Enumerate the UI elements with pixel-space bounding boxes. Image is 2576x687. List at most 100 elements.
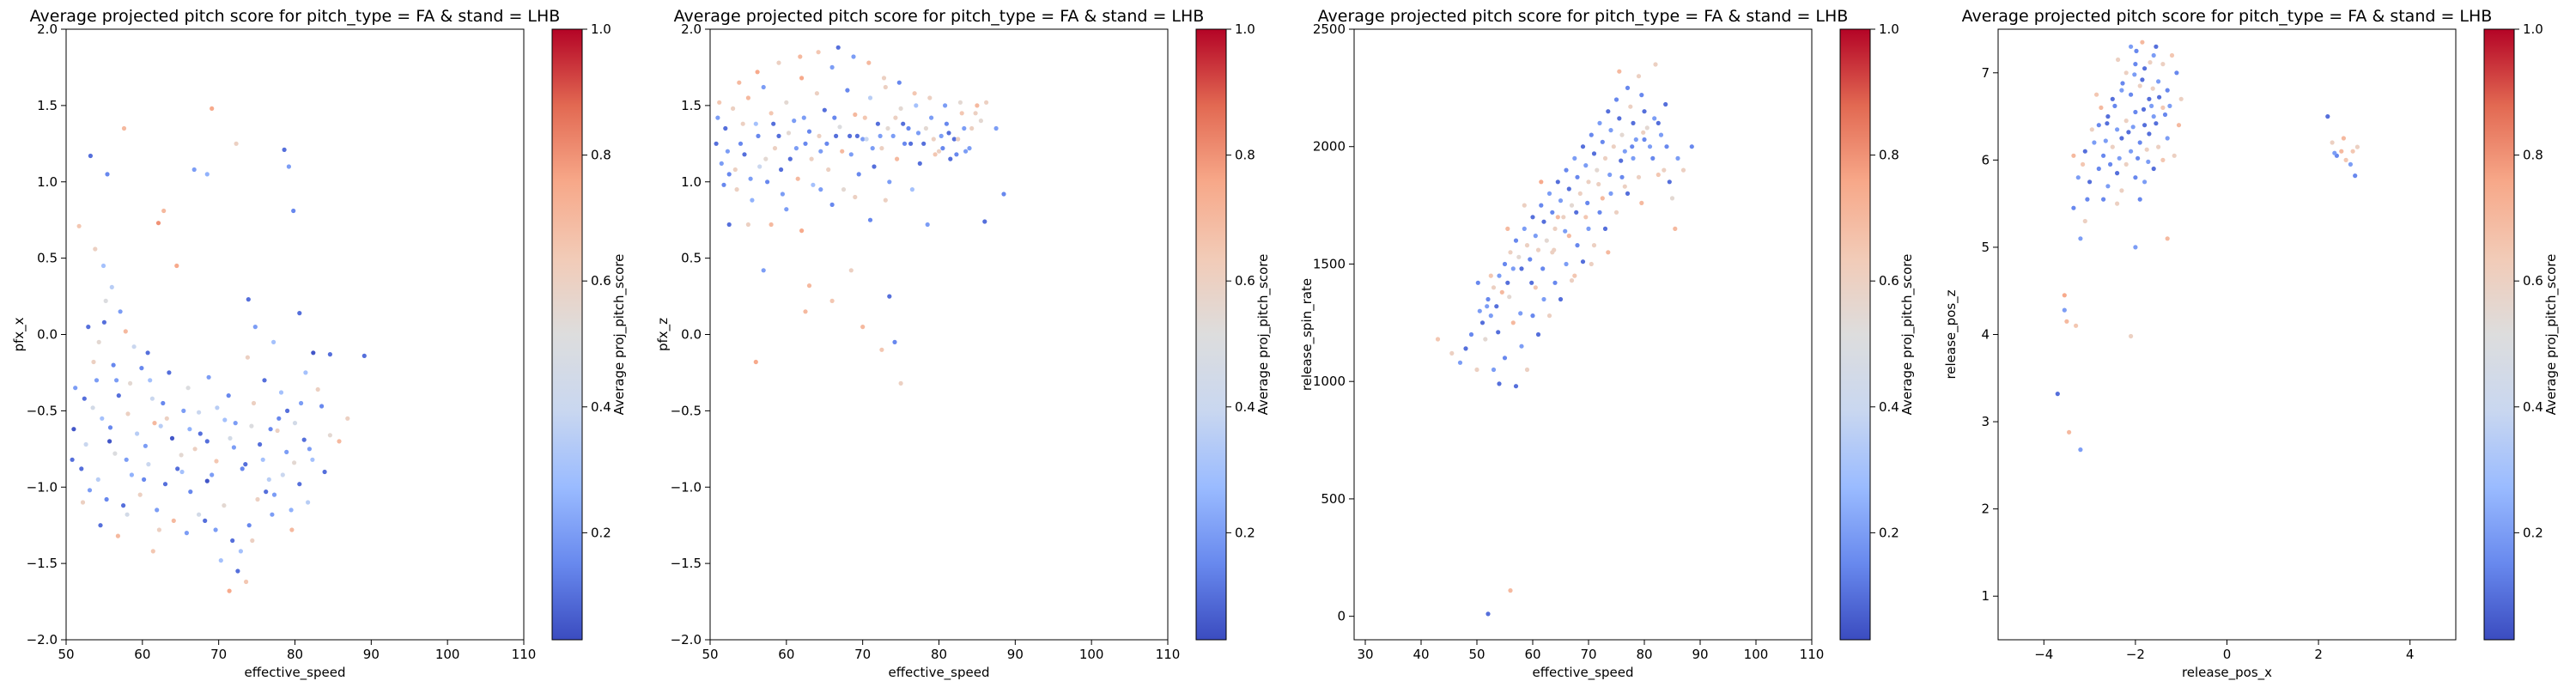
data-point [2081,161,2086,167]
data-point [103,298,108,303]
data-point [887,179,892,185]
data-point [769,111,774,116]
data-point [2071,205,2076,210]
data-point [1535,247,1541,252]
data-point [222,503,227,508]
data-point [1652,116,1657,121]
data-point [271,339,276,344]
data-point [148,378,153,383]
colorbar-label: Average proj_pitch_score [611,254,628,416]
data-point [104,496,109,502]
data-point [292,421,298,426]
data-point [155,221,161,226]
data-point [883,198,888,203]
data-point [862,115,867,120]
data-point [1488,313,1493,319]
colorbar-gradient [1195,28,1227,641]
data-point [210,472,215,477]
y-axis-label: release_pos_z [1943,289,1959,379]
x-tick-label: 50 [1468,647,1485,662]
data-point [1530,313,1535,319]
data-point [2082,218,2087,224]
data-point [1524,367,1530,373]
data-point [307,447,312,452]
data-point [1608,128,1613,133]
data-point [2172,153,2177,158]
data-point [814,91,820,96]
data-point [2137,83,2142,88]
data-point [737,80,742,85]
colorbar-gradient [551,28,583,641]
data-point [1485,296,1491,302]
data-point [94,378,100,383]
data-point [125,512,130,517]
x-tick-label: 110 [1800,647,1825,662]
data-point [238,549,243,554]
colorbar-tick-label: 1.0 [1879,21,1899,37]
y-tick-label: 1.0 [681,174,702,190]
data-point [921,141,927,146]
data-point [912,91,917,96]
data-point [121,503,126,508]
data-point [204,478,210,483]
data-point [1502,261,1508,267]
data-point [936,149,942,154]
data-point [306,500,311,505]
data-point [118,309,123,314]
data-point [963,149,969,154]
data-point [1607,172,1613,178]
data-point [161,400,166,406]
data-point [1595,167,1600,173]
data-point [1600,139,1605,144]
data-point [262,378,267,383]
data-point [2071,153,2076,158]
data-point [270,512,275,517]
data-point [2123,70,2129,76]
data-point [840,149,845,154]
data-point [246,523,252,528]
y-tick-label: 7 [1981,65,1990,81]
data-point [878,133,883,138]
data-point [1507,295,1512,300]
data-point [278,390,284,395]
data-point [150,549,155,554]
axes-frame [1353,28,1813,641]
data-point [841,187,847,192]
data-point [2350,149,2355,154]
data-point [171,518,176,524]
data-point [1617,69,1622,74]
data-point [906,125,911,131]
data-point [901,121,906,126]
colorbar-tick-label: 0.4 [1879,399,1899,415]
data-point [121,125,127,131]
y-axis-label: pfx_x [11,317,27,351]
data-point [2074,323,2079,328]
y-tick-label: 2500 [1313,21,1346,37]
data-point [809,156,814,161]
data-point [944,121,949,126]
data-point [1680,167,1686,173]
data-point [1529,280,1534,285]
data-point [2129,44,2134,49]
data-point [1510,266,1516,271]
data-point [1519,344,1524,349]
data-point [181,408,186,413]
y-tick-label: −0.5 [27,403,58,418]
data-point [1667,179,1672,185]
x-tick-label: 70 [1580,647,1596,662]
y-tick-label: −0.5 [671,403,702,418]
data-point [975,103,980,108]
y-tick-label: 0.5 [37,251,58,266]
data-point [137,492,143,497]
data-point [1639,93,1644,98]
data-point [853,194,858,200]
data-point [145,350,150,356]
data-point [1522,226,1527,231]
data-point [798,54,803,59]
data-point [276,416,282,421]
data-point [1591,243,1597,248]
y-tick-label: −1.5 [27,556,58,571]
data-point [2169,52,2175,58]
data-point [179,469,185,475]
